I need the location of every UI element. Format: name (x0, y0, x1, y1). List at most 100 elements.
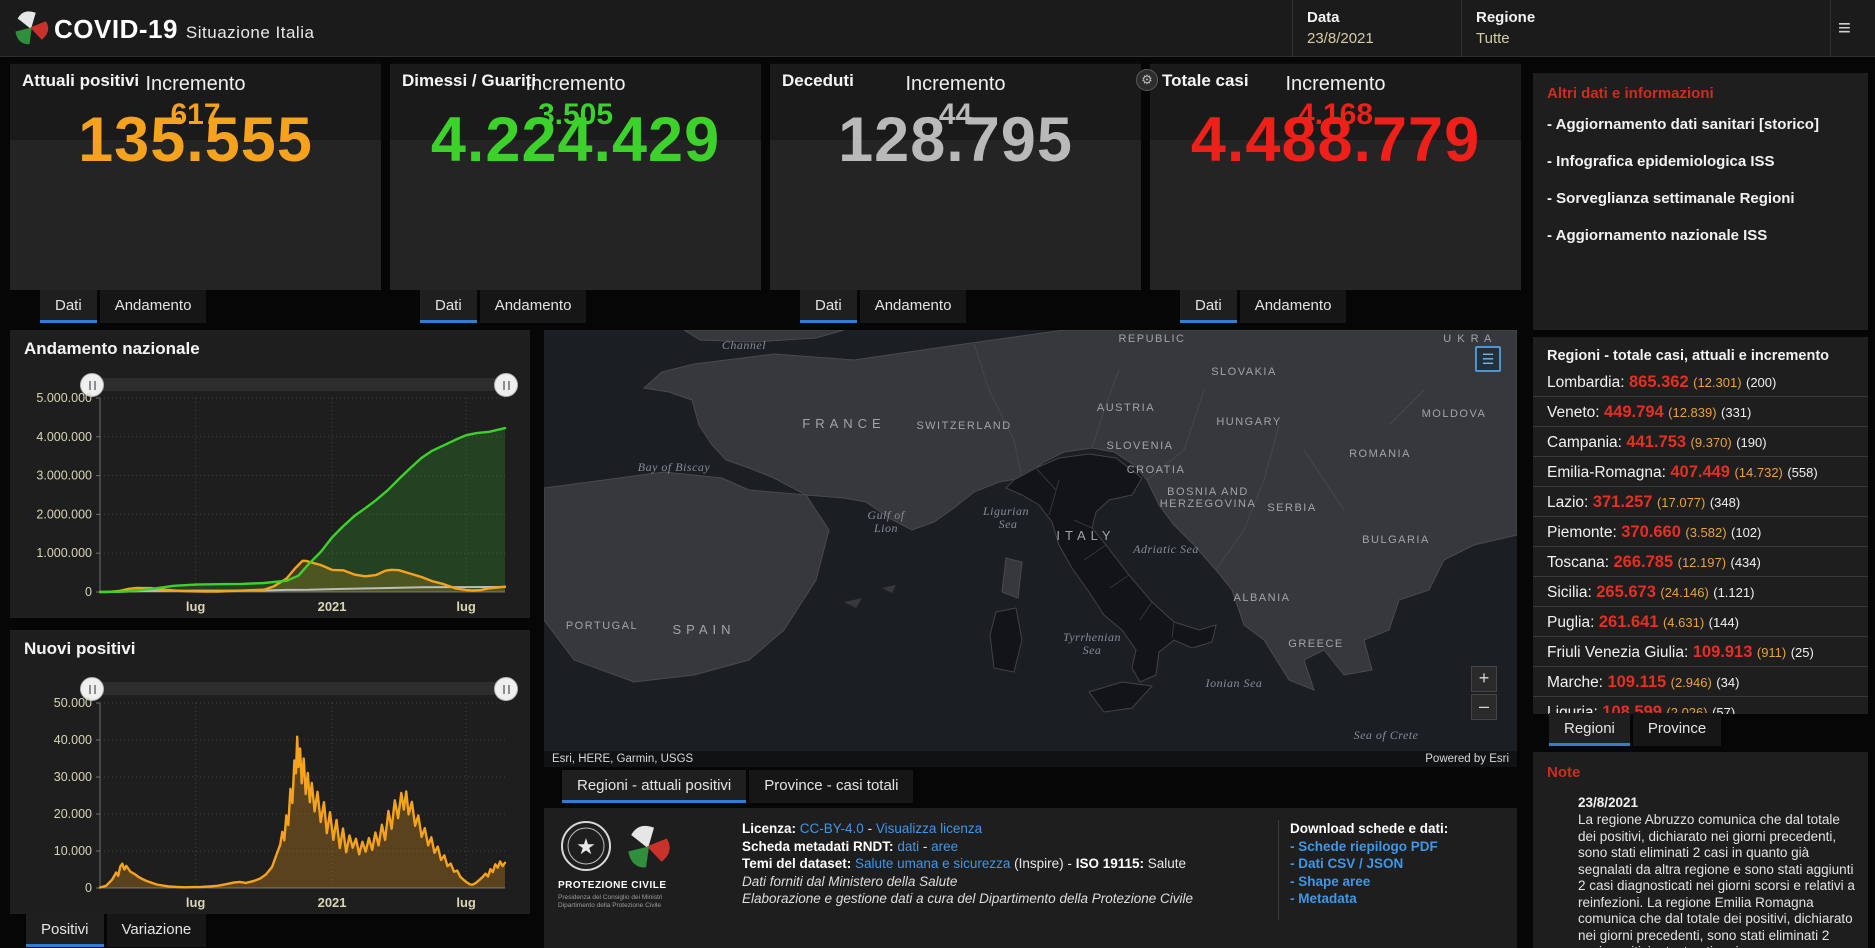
sidebar-tab-regioni[interactable]: Regioni (1549, 713, 1630, 746)
svg-text:1.000.000: 1.000.000 (36, 546, 92, 560)
region-active: (2.946) (1671, 675, 1712, 690)
region-row-marche[interactable]: Marche: 109.115 (2.946) (34) (1533, 667, 1868, 697)
menu-icon[interactable]: ≡ (1838, 18, 1862, 38)
sidebar-tab-province[interactable]: Province (1633, 713, 1721, 746)
license-line-5: Elaborazione e gestione dati a cura del … (742, 890, 1262, 908)
info-link-aggiornamento-dati-sanitari-storico[interactable]: - Aggiornamento dati sanitari [storico] (1533, 106, 1868, 143)
region-name: Lazio: (1547, 494, 1588, 511)
download-title: Download schede e dati: (1290, 820, 1510, 838)
note-panel: Note 23/8/2021 La regione Abruzzo comuni… (1533, 752, 1868, 948)
svg-text:2.000.000: 2.000.000 (36, 507, 92, 521)
region-selector[interactable]: Regione Tutte (1461, 0, 1831, 57)
date-selector[interactable]: Data 23/8/2021 (1292, 0, 1461, 57)
info-link-aggiornamento-nazionale-iss[interactable]: - Aggiornamento nazionale ISS (1533, 217, 1868, 254)
region-increment: (144) (1709, 615, 1739, 630)
note-text: La regione Abruzzo comunica che dal tota… (1578, 812, 1856, 948)
download-link-metadata[interactable]: - Metadata (1290, 890, 1510, 908)
card-value: 135.555 (10, 104, 381, 176)
svg-text:lug: lug (456, 895, 476, 910)
info-link-sorveglianza-settimanale-regioni[interactable]: - Sorveglianza settimanale Regioni (1533, 180, 1868, 217)
card-4-tab-andamento[interactable]: Andamento (1240, 290, 1347, 323)
region-name: Veneto: (1547, 404, 1600, 421)
regions-list-panel: Regioni - totale casi, attuali e increme… (1533, 337, 1868, 714)
card-tabs-attuali-positivi: DatiAndamento (40, 290, 209, 323)
region-row-friuli-venezia-giulia[interactable]: Friuli Venezia Giulia: 109.913 (911) (25… (1533, 637, 1868, 667)
card-3-tab-dati[interactable]: Dati (800, 290, 857, 323)
visualizza-licenza-link[interactable]: Visualizza licenza (876, 821, 982, 836)
download-link-dati-csv-json[interactable]: - Dati CSV / JSON (1290, 855, 1510, 873)
svg-text:lug: lug (186, 895, 206, 910)
license-line-2: Scheda metadati RNDT: dati - aree (742, 838, 1262, 856)
card-2-tab-dati[interactable]: Dati (420, 290, 477, 323)
footer-info-panel: ★ PROTEZIONE CIVILE Presidenza del Consi… (544, 808, 1517, 948)
stat-card-dimessi-guariti: Dimessi / Guariti4.224.429Incremento3.50… (390, 62, 761, 290)
region-active: (9.370) (1691, 435, 1732, 450)
map-tab-regioni-attuali-positivi[interactable]: Regioni - attuali positivi (562, 770, 746, 803)
header-bar: COVID-19Situazione Italia Data 23/8/2021… (0, 0, 1875, 57)
region-row-sicilia[interactable]: Sicilia: 265.673 (24.146) (1.121) (1533, 577, 1868, 607)
svg-text:0: 0 (85, 585, 92, 599)
svg-text:50.000: 50.000 (54, 696, 92, 710)
map-zoom-in-button[interactable]: + (1471, 666, 1497, 692)
andamento-line-chart: 5.000.000 4.000.000 3.000.000 2.000.000 1.00… (10, 330, 530, 618)
license-line-1: Licenza: CC-BY-4.0 - Visualizza licenza (742, 820, 1262, 838)
card-2-tab-andamento[interactable]: Andamento (480, 290, 587, 323)
cc-by-link[interactable]: CC-BY-4.0 (800, 821, 864, 836)
region-row-campania[interactable]: Campania: 441.753 (9.370) (190) (1533, 427, 1868, 457)
region-name: Campania: (1547, 434, 1622, 451)
region-increment: (102) (1731, 525, 1761, 540)
region-active: (24.146) (1660, 585, 1708, 600)
download-link-schede-riepilogo-pdf[interactable]: - Schede riepilogo PDF (1290, 838, 1510, 856)
region-row-toscana[interactable]: Toscana: 266.785 (12.197) (434) (1533, 547, 1868, 577)
svg-text:5.000.000: 5.000.000 (36, 391, 92, 405)
info-link-infografica-epidemiologica-iss[interactable]: - Infografica epidemiologica ISS (1533, 143, 1868, 180)
chart-tab-positivi[interactable]: Positivi (26, 914, 104, 947)
region-row-piemonte[interactable]: Piemonte: 370.660 (3.582) (102) (1533, 517, 1868, 547)
region-active: (17.077) (1657, 495, 1705, 510)
map-zoom-out-button[interactable]: – (1471, 694, 1497, 720)
card-1-tab-dati[interactable]: Dati (40, 290, 97, 323)
region-row-emilia-romagna[interactable]: Emilia-Romagna: 407.449 (14.732) (558) (1533, 457, 1868, 487)
svg-text:lug: lug (186, 599, 206, 614)
region-row-veneto[interactable]: Veneto: 449.794 (12.839) (331) (1533, 397, 1868, 427)
region-name: Marche: (1547, 674, 1603, 691)
svg-text:lug: lug (456, 599, 476, 614)
region-active: (3.582) (1685, 525, 1726, 540)
card-1-tab-andamento[interactable]: Andamento (100, 290, 207, 323)
region-total: 266.785 (1614, 553, 1674, 571)
region-label: Regione (1476, 9, 1831, 26)
region-active: (14.732) (1734, 465, 1782, 480)
covid-dashboard: COVID-19Situazione Italia Data 23/8/2021… (0, 0, 1875, 948)
card-4-tab-dati[interactable]: Dati (1180, 290, 1237, 323)
card-3-tab-andamento[interactable]: Andamento (860, 290, 967, 323)
nuovi-positivi-panel: Nuovi positivi 50.00040.00030.00020.0001… (10, 630, 530, 914)
svg-text:4.000.000: 4.000.000 (36, 430, 92, 444)
region-active: (911) (1757, 645, 1786, 660)
region-total: 265.673 (1596, 583, 1656, 601)
region-active: (12.301) (1693, 375, 1741, 390)
svg-text:10.000: 10.000 (54, 844, 92, 858)
download-link-shape-aree[interactable]: - Shape aree (1290, 873, 1510, 891)
svg-text:3.000.000: 3.000.000 (36, 469, 92, 483)
card-value: 4.224.429 (390, 104, 761, 176)
region-name: Toscana: (1547, 554, 1609, 571)
chart-tab-variazione[interactable]: Variazione (107, 914, 207, 947)
region-row-liguria[interactable]: Liguria: 108.599 (2.026) (57) (1533, 697, 1868, 714)
region-row-lazio[interactable]: Lazio: 371.257 (17.077) (348) (1533, 487, 1868, 517)
region-name: Puglia: (1547, 614, 1594, 631)
map-tab-province-casi-totali[interactable]: Province - casi totali (749, 770, 913, 803)
widget-settings-icon[interactable]: ⚙ (1136, 69, 1158, 91)
card-tabs-totale-casi: DatiAndamento (1180, 290, 1349, 323)
republic-emblem-icon: ★ (560, 820, 612, 877)
date-label: Data (1307, 9, 1461, 26)
region-row-lombardia[interactable]: Lombardia: 865.362 (12.301) (200) (1533, 367, 1868, 397)
rndt-aree-link[interactable]: aree (931, 839, 958, 854)
protezione-civile-footer-logo-icon (624, 822, 672, 877)
region-increment: (1.121) (1713, 585, 1754, 600)
map-legend-icon[interactable]: ☰ (1475, 346, 1501, 372)
nuovi-chart-tabs: PositiviVariazione (26, 914, 209, 947)
region-row-puglia[interactable]: Puglia: 261.641 (4.631) (144) (1533, 607, 1868, 637)
salute-umana-link[interactable]: Salute umana e sicurezza (855, 856, 1010, 871)
europe-map[interactable]: REPUBLICU K R ASLOVAKIAAUSTRIAHUNGARYMOL… (544, 330, 1517, 767)
rndt-dati-link[interactable]: dati (897, 839, 919, 854)
